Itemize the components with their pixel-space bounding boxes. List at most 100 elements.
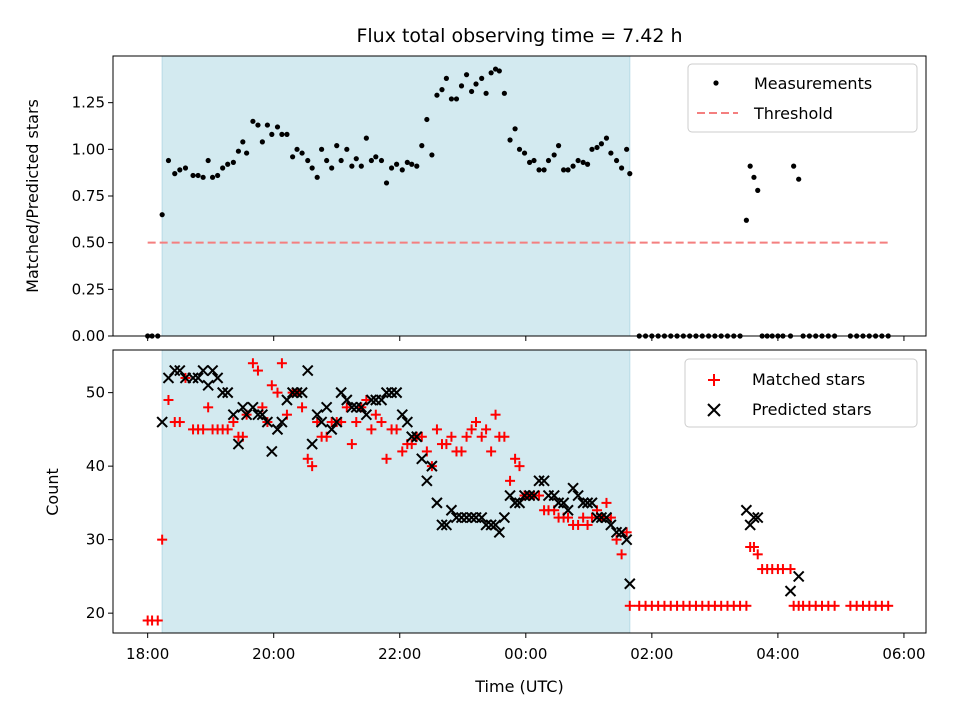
matched-point [272,387,283,398]
measurement-point [584,161,591,167]
predicted-point [513,497,526,509]
xtick-label: 02:00 [630,645,673,663]
matched-point [346,439,357,450]
measurement-point [373,154,379,160]
predicted-point [475,511,488,524]
measurement-point [255,122,261,128]
matched-point [174,417,185,428]
predicted-point [489,519,502,531]
predicted-point [211,372,224,384]
matched-point [752,549,763,560]
predicted-point [350,401,362,414]
counts-ylabel: Count [43,468,62,516]
measurement-point [589,146,595,152]
measurement-point [195,172,201,179]
matched-point [152,615,163,626]
measurement-point [627,171,633,177]
measurement-point [259,139,265,145]
predicted-point [296,386,308,399]
predicted-point [548,489,560,502]
matched-point [563,512,574,523]
measurement-point [545,157,552,164]
measurement-point [182,165,189,171]
measurement-point [353,156,359,162]
matched-point [490,409,501,420]
ratio-legend-box [687,63,918,133]
measurement-point [165,157,172,164]
counts-legend-box [684,358,918,428]
measurement-point [404,159,410,165]
measurement-point [555,143,562,149]
predicted-point [581,497,594,509]
ratio-ytick-label: 0.75 [72,187,105,205]
measurement-point [469,88,475,95]
predicted-point [302,364,314,377]
predicted-point [291,386,303,399]
matched-point [203,402,214,413]
predicted-point [591,511,603,524]
predicted-point [247,401,259,414]
matched-point [456,446,467,457]
measurement-point [349,163,355,169]
measurement-point [580,159,586,165]
measurement-point [624,146,630,152]
predicted-point [518,489,531,502]
measurement-point [561,167,567,173]
matched-point [366,424,377,435]
matched-point [616,549,627,560]
measurement-point [378,157,385,164]
predicted-point [286,386,299,399]
counts-legend: Matched stars Predicted stars [684,358,918,428]
predicted-point [237,401,249,414]
predicted-point [206,364,219,377]
predicted-point [440,519,453,531]
predicted-point [509,497,521,509]
predicted-point [261,416,274,428]
matched-point [198,424,209,435]
xtick-label: 04:00 [756,645,799,663]
matched-point [157,534,168,545]
matched-point [514,461,525,472]
measurement-point [463,72,470,78]
measurement-point [329,165,335,171]
predicted-point [528,489,540,502]
predicted-point [600,511,613,524]
predicted-point [311,408,323,421]
measurement-point [488,70,494,76]
legend-predicted-label: Predicted stars [752,400,872,419]
predicted-point [271,423,284,436]
predicted-point [232,438,245,450]
measurement-point [368,157,374,164]
predicted-point [610,526,623,539]
matched-point [391,424,402,435]
matched-point [297,402,308,413]
measurement-point [314,174,320,180]
matched-point [505,475,516,486]
predicted-point [385,386,398,399]
ratio-ytick-label: 1.00 [72,140,105,158]
measurement-point [409,161,415,167]
matched-point [573,519,584,530]
legend-threshold-label: Threshold [753,104,833,123]
measurement-point [458,83,465,89]
matched-point [601,497,612,508]
measurement-point [388,165,395,171]
predicted-point [315,416,328,428]
measurement-point [429,152,435,158]
x-axis-label: Time (UTC) [474,677,563,696]
predicted-point [341,394,353,406]
measurement-point [363,135,369,141]
predicted-point [202,379,214,391]
measurement-point [541,167,547,173]
matched-point [276,358,287,369]
measurement-point [290,154,296,160]
measurement-point [434,92,440,98]
predicted-point [406,431,418,443]
predicted-point [380,386,393,399]
measurement-point [309,165,315,171]
matched-point [247,358,258,369]
predicted-point [355,401,368,414]
matched-point [302,453,313,464]
measurement-point [172,171,178,177]
measurement-point [294,146,300,152]
